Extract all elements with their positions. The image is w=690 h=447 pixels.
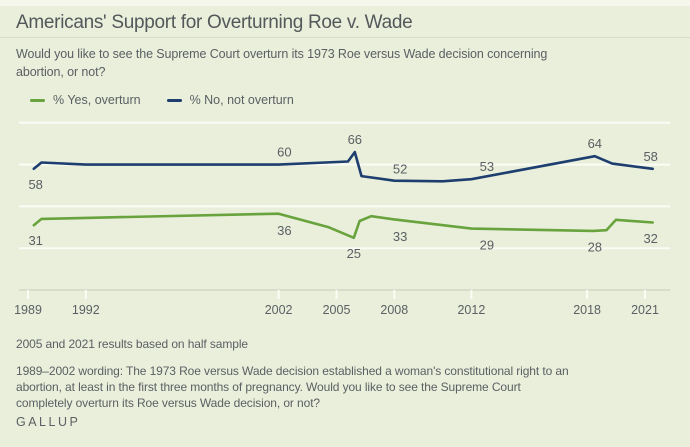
footnote-wording: 1989–2002 wording: The 1973 Roe versus W… <box>16 364 569 410</box>
footnote-half-sample: 2005 and 2021 results based on half samp… <box>16 337 248 351</box>
data-label: 31 <box>28 233 42 248</box>
legend-item-yes: % Yes, overturn <box>30 93 141 107</box>
data-label: 64 <box>588 136 602 151</box>
survey-question: Would you like to see the Supreme Court … <box>16 47 548 79</box>
legend-label-no: % No, not overturn <box>189 93 294 107</box>
data-label: 32 <box>643 231 657 246</box>
gallup-wordmark: GALLUP <box>16 415 81 429</box>
data-label: 66 <box>348 132 362 147</box>
no-line-swatch <box>166 98 182 102</box>
trend-chart: 1989 1992 2002 2005 2008 2012 2018 2021 58 60 66 52… <box>14 121 670 317</box>
x-axis-tick-label: 2002 <box>265 303 293 317</box>
series-line-yes <box>32 212 655 240</box>
data-label: 53 <box>480 159 494 174</box>
x-axis-tick-label: 2008 <box>380 303 408 317</box>
x-axis-tick-label: 2018 <box>573 303 601 317</box>
x-axis-tick-label: 2012 <box>457 303 485 317</box>
legend-item-no: % No, not overturn <box>166 93 294 107</box>
data-label: 33 <box>393 229 407 244</box>
legend: % Yes, overturn % No, not overturn <box>30 93 294 107</box>
yes-line-swatch <box>30 98 45 102</box>
data-label: 60 <box>277 145 291 160</box>
data-label: 52 <box>393 161 407 176</box>
top-strip <box>0 0 690 6</box>
data-label: 36 <box>277 223 291 238</box>
data-label: 58 <box>643 149 657 164</box>
x-axis-tick-label: 1992 <box>72 303 100 317</box>
data-label: 28 <box>588 240 602 255</box>
data-label: 29 <box>480 237 494 252</box>
data-label: 58 <box>28 177 42 192</box>
x-axis-tick-label: 1989 <box>14 303 42 317</box>
x-axis-tick-label: 2005 <box>323 303 351 317</box>
legend-label-yes: % Yes, overturn <box>53 93 141 107</box>
x-axis-tick-label: 2021 <box>631 303 659 317</box>
page-title: Americans' Support for Overturning Roe v… <box>16 12 413 33</box>
series-line-no <box>32 150 655 183</box>
title-divider <box>0 37 690 38</box>
data-label: 25 <box>347 246 361 261</box>
